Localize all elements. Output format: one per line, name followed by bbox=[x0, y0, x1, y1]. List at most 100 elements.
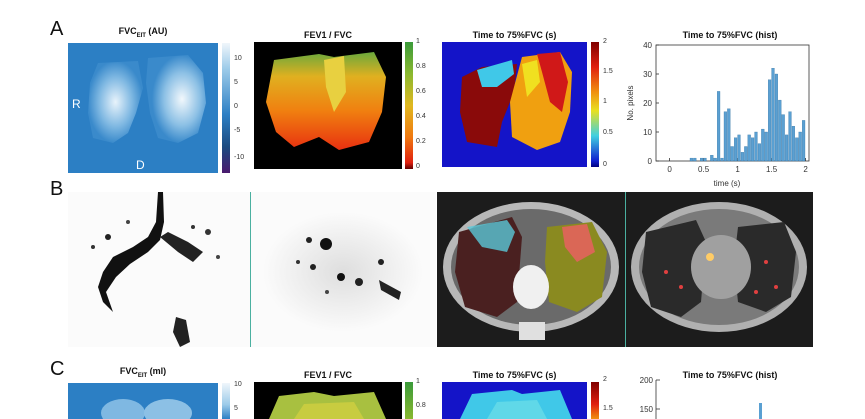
fev-cbar-tick: 0.6 bbox=[416, 88, 426, 95]
hist-bar bbox=[730, 146, 734, 162]
tracer-spot bbox=[378, 259, 384, 265]
fev-map bbox=[254, 42, 402, 169]
fvc-cbar-tick: -10 bbox=[234, 154, 245, 161]
hist-ytick-label: 0 bbox=[648, 157, 653, 166]
panel-divider bbox=[625, 192, 626, 347]
panel-letter-a: A bbox=[50, 18, 64, 40]
fev-lung-region bbox=[266, 52, 386, 150]
hist-bar bbox=[771, 68, 775, 162]
hist-bar bbox=[781, 114, 785, 162]
hotspot bbox=[205, 229, 211, 235]
tracer-spot bbox=[310, 264, 316, 270]
hist-ytick-label: 20 bbox=[643, 99, 652, 108]
c-fev-title: FEV1 / FVC bbox=[303, 370, 352, 380]
fvc-cbar-tick: 10 bbox=[234, 55, 242, 62]
cyan-overlay bbox=[467, 220, 515, 252]
tracer-spot bbox=[355, 278, 363, 286]
t75-map bbox=[442, 42, 587, 167]
hist-bar bbox=[693, 157, 697, 162]
hist-bar bbox=[761, 128, 765, 162]
hist-bar bbox=[737, 134, 741, 162]
c-fvc-title-main: FVC bbox=[119, 366, 138, 376]
fvc-title-unit: (AU) bbox=[145, 26, 168, 36]
c-hist-ytick: 150 bbox=[640, 405, 654, 414]
t75-cyan-region bbox=[477, 60, 514, 87]
c-fvc-cbar-tick: 10 bbox=[234, 381, 242, 388]
t75-cbar-tick: 0 bbox=[603, 161, 607, 168]
panel-divider bbox=[250, 192, 251, 347]
t75-cbar-tick: 1 bbox=[603, 98, 607, 105]
t75-yellow-region bbox=[522, 60, 540, 97]
hist-axes: 0 10 20 30 40 0 0.5 1 1.5 2 bbox=[643, 41, 810, 174]
fev-cbar-tick: 0.8 bbox=[416, 63, 426, 70]
hist-bar bbox=[734, 137, 738, 162]
fev-colorbar bbox=[405, 42, 413, 169]
fvc-eit-title: FVCEIT (AU) bbox=[68, 26, 218, 39]
c-t75-cbar-tick: 2 bbox=[603, 376, 607, 383]
ct-overlay-svg-1 bbox=[437, 192, 625, 347]
hist-bar bbox=[795, 137, 799, 162]
c-hist-bar bbox=[759, 403, 762, 419]
fvc-title-sub: EIT bbox=[136, 32, 146, 39]
fvc-cbar-tick: -5 bbox=[234, 127, 241, 134]
c-fev-inner bbox=[294, 402, 364, 419]
c-fvc-eit-title: FVCEIT (ml) bbox=[68, 366, 218, 379]
t75-cbar-tick: 0.5 bbox=[603, 129, 613, 136]
hotspot bbox=[91, 245, 95, 249]
hist-bar bbox=[723, 111, 727, 162]
hist-bar bbox=[740, 152, 744, 162]
fvc-colorbar bbox=[222, 43, 230, 173]
left-lung-region bbox=[146, 55, 206, 143]
fev-cbar-tick: 0.2 bbox=[416, 138, 426, 145]
ventilation-scan-svg bbox=[68, 192, 250, 347]
hist-bar bbox=[710, 155, 714, 162]
hist-xlabel: time (s) bbox=[714, 179, 741, 188]
hist-xtick-label: 0.5 bbox=[698, 165, 710, 174]
right-lung-ct bbox=[642, 220, 706, 317]
t75-cbar-tick: 2 bbox=[603, 38, 607, 45]
hotspot bbox=[664, 270, 668, 274]
hotspot bbox=[679, 285, 683, 289]
tracer-spot bbox=[325, 290, 329, 294]
tracer-spot bbox=[296, 260, 300, 264]
spine bbox=[519, 322, 545, 340]
c-fev-cbar-tick: 1 bbox=[416, 378, 420, 385]
c-t75-inner bbox=[487, 400, 547, 419]
hist-bar bbox=[713, 157, 717, 162]
t75-image bbox=[442, 42, 587, 167]
hist-bars bbox=[689, 68, 806, 162]
c-t75-colorbar bbox=[591, 382, 599, 419]
hist-xtick-label: 1.5 bbox=[766, 165, 778, 174]
fvc-title-main: FVC bbox=[118, 26, 137, 36]
hist-bar bbox=[802, 120, 806, 162]
t75-title: Time to 75%FVC (s) bbox=[472, 30, 557, 40]
fev-cbar-tick: 1 bbox=[416, 38, 420, 45]
hotspot bbox=[126, 220, 130, 224]
perfusion-scan-svg bbox=[251, 192, 436, 347]
c-right-lung bbox=[101, 399, 145, 419]
hotspot bbox=[754, 290, 758, 294]
hist-bar bbox=[778, 99, 782, 162]
c-t75-cbar-tick: 1.5 bbox=[603, 405, 613, 412]
hist-bar bbox=[785, 134, 789, 162]
ct-overlay-image-2 bbox=[626, 192, 813, 347]
red-overlay bbox=[562, 224, 595, 262]
fev-central-region bbox=[324, 56, 346, 112]
panel-letter-c: C bbox=[50, 358, 65, 380]
thorax-haze bbox=[263, 212, 423, 332]
c-t75-map bbox=[442, 382, 587, 419]
fvc-eit-map: R D bbox=[68, 43, 218, 173]
c-fev-colorbar bbox=[405, 382, 413, 419]
c-fvc-colorbar bbox=[222, 383, 230, 419]
hist-ylabel: No. pixels bbox=[626, 85, 635, 120]
ct-overlay-svg-2 bbox=[626, 192, 813, 347]
fev-image bbox=[254, 42, 402, 169]
c-fvc-eit-image bbox=[68, 383, 218, 419]
fev-cbar-tick: 0 bbox=[416, 163, 420, 170]
perfusion-scan-image bbox=[251, 192, 436, 347]
hist-bar bbox=[744, 146, 748, 162]
hist-bar bbox=[720, 157, 724, 162]
fev-title: FEV1 / FVC bbox=[303, 30, 352, 40]
c-fvc-eit-map bbox=[68, 383, 218, 419]
hist-bar bbox=[774, 73, 778, 162]
